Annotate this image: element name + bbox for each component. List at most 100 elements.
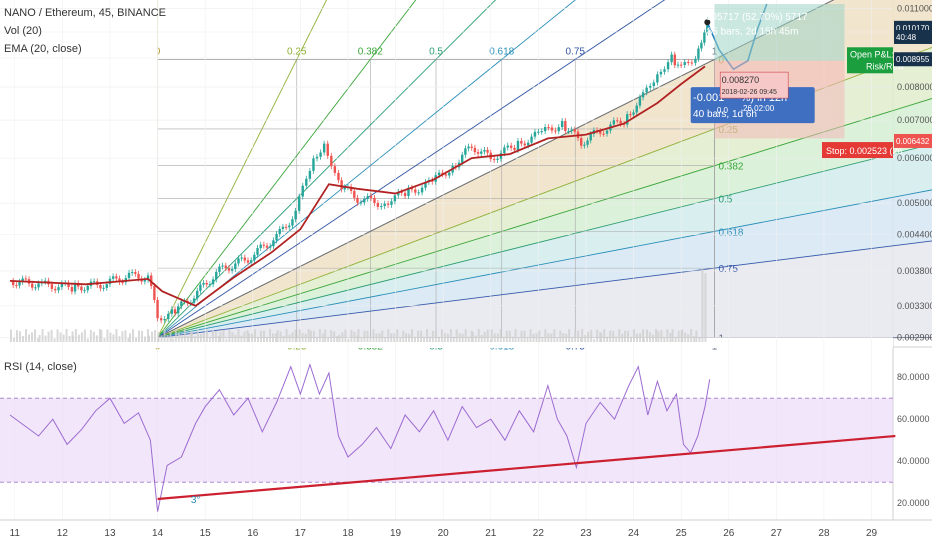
ema-indicator-label[interactable]: EMA (20, close) (4, 43, 82, 55)
candle-body[interactable] (337, 172, 340, 181)
candle-body[interactable] (605, 130, 609, 134)
candle-body[interactable] (533, 131, 537, 137)
candle-body[interactable] (503, 147, 506, 154)
candle-body[interactable] (589, 134, 592, 141)
candle-body[interactable] (34, 287, 37, 289)
candle-body[interactable] (694, 58, 697, 63)
stop-badge[interactable] (822, 142, 893, 159)
candle-body[interactable] (305, 178, 308, 186)
candle-body[interactable] (599, 131, 602, 134)
candle-body[interactable] (530, 136, 533, 143)
candle-body[interactable] (492, 159, 496, 161)
candle-body[interactable] (564, 121, 567, 132)
candle-body[interactable] (130, 272, 134, 274)
candle-body[interactable] (343, 187, 346, 190)
candle-body[interactable] (330, 155, 333, 167)
candle-body[interactable] (554, 130, 557, 132)
candle-body[interactable] (523, 143, 526, 146)
candle-body[interactable] (199, 284, 202, 291)
candle-body[interactable] (470, 146, 473, 148)
candle-body[interactable] (301, 185, 304, 197)
candle-body[interactable] (673, 54, 677, 66)
candle-body[interactable] (386, 203, 390, 205)
candle-body[interactable] (240, 257, 243, 259)
candle-body[interactable] (137, 273, 140, 279)
candle-body[interactable] (476, 152, 480, 154)
candle-body[interactable] (666, 62, 670, 70)
rsi-trendline[interactable] (157, 434, 896, 501)
candle-body[interactable] (173, 309, 177, 314)
rsi-indicator-label[interactable]: RSI (14, close) (4, 361, 77, 373)
candle-body[interactable] (697, 48, 700, 59)
candle-body[interactable] (369, 196, 373, 198)
candle-body[interactable] (67, 283, 70, 288)
candle-body[interactable] (237, 258, 240, 264)
candle-body[interactable] (121, 282, 124, 284)
candle-body[interactable] (322, 143, 326, 153)
candle-body[interactable] (353, 190, 356, 198)
candle-body[interactable] (486, 149, 489, 153)
candle-body[interactable] (619, 120, 622, 124)
volume-indicator-label[interactable]: Vol (20) (4, 25, 42, 37)
candle-body[interactable] (645, 87, 648, 93)
candle-body[interactable] (37, 283, 40, 288)
candle-body[interactable] (652, 82, 655, 87)
candle-body[interactable] (649, 86, 652, 88)
candle-body[interactable] (127, 272, 131, 279)
candle-body[interactable] (616, 120, 619, 122)
candle-body[interactable] (15, 285, 18, 287)
candle-body[interactable] (349, 186, 353, 191)
candle-body[interactable] (256, 248, 259, 255)
candle-body[interactable] (403, 192, 407, 197)
candle-body[interactable] (483, 149, 486, 152)
candle-body[interactable] (670, 54, 673, 63)
candle-body[interactable] (326, 143, 329, 156)
candle-body[interactable] (464, 148, 467, 155)
candle-body[interactable] (363, 198, 366, 203)
candle-body[interactable] (626, 114, 629, 125)
candle-body[interactable] (215, 271, 218, 280)
candle-body[interactable] (163, 318, 166, 321)
candle-body[interactable] (547, 127, 550, 129)
candle-body[interactable] (444, 174, 448, 176)
candle-body[interactable] (269, 246, 272, 248)
candle-body[interactable] (275, 233, 278, 241)
candle-body[interactable] (390, 201, 393, 205)
candle-body[interactable] (180, 301, 183, 307)
candle-body[interactable] (205, 282, 208, 285)
candle-body[interactable] (208, 284, 212, 286)
candle-body[interactable] (221, 265, 224, 267)
candle-body[interactable] (54, 288, 57, 291)
candle-body[interactable] (278, 228, 281, 234)
candle-body[interactable] (659, 71, 663, 75)
candle-body[interactable] (146, 275, 150, 280)
candle-body[interactable] (115, 276, 118, 279)
candle-body[interactable] (366, 196, 369, 199)
candle-body[interactable] (230, 268, 234, 271)
candle-body[interactable] (246, 260, 250, 263)
candle-body[interactable] (118, 278, 121, 283)
candle-body[interactable] (315, 156, 319, 159)
candle-body[interactable] (414, 189, 417, 193)
candle-body[interactable] (612, 120, 616, 125)
candle-body[interactable] (700, 42, 703, 49)
candle-body[interactable] (312, 158, 315, 171)
candle-body[interactable] (31, 283, 34, 288)
candle-body[interactable] (537, 131, 540, 133)
candle-body[interactable] (557, 127, 560, 132)
candle-body[interactable] (143, 279, 147, 282)
candle-body[interactable] (192, 298, 196, 303)
candle-body[interactable] (227, 268, 231, 271)
candle-body[interactable] (400, 191, 403, 193)
candle-body[interactable] (356, 197, 359, 203)
candle-body[interactable] (105, 284, 108, 288)
candle-body[interactable] (573, 129, 577, 132)
candle-body[interactable] (632, 112, 635, 115)
candle-body[interactable] (102, 287, 105, 289)
candle-body[interactable] (99, 285, 102, 289)
candle-body[interactable] (437, 172, 441, 176)
candle-body[interactable] (663, 69, 666, 72)
candle-body[interactable] (60, 283, 64, 288)
candle-body[interactable] (540, 131, 543, 133)
